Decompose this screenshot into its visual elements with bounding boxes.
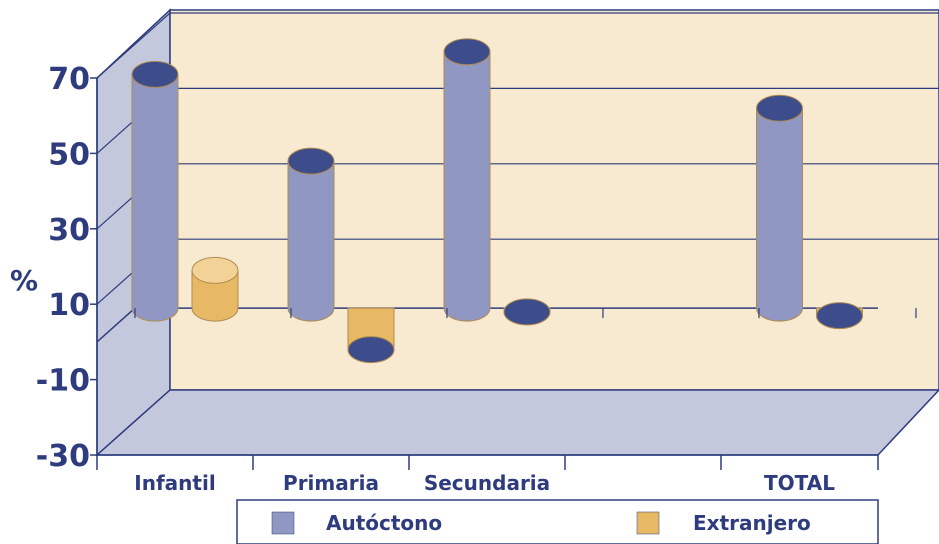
legend-swatch-autoctono: [271, 511, 295, 535]
y-tick-labels: 70 50 30 10 -10 -30: [36, 62, 90, 474]
bar-extranjero-primaria-cap: [347, 336, 395, 364]
bar-extranjero-secundaria-cap: [503, 298, 551, 326]
bar-extranjero-secundaria: [503, 298, 551, 326]
category-labels: Infantil Primaria Secundaria TOTAL: [134, 471, 835, 495]
bar-autoctono-secundaria-cap: [443, 38, 491, 66]
bar-extranjero-total: [816, 302, 863, 330]
legend-swatch-extranjero: [636, 511, 660, 535]
category-label: Secundaria: [424, 471, 550, 495]
chart-frame: [95, 8, 939, 457]
legend-label-autoctono: Autóctono: [326, 511, 442, 535]
bar-autoctono-infantil-body: [131, 73, 179, 322]
bar-autoctono-total: [756, 94, 803, 322]
legend-label-extranjero: Extranjero: [693, 511, 811, 535]
bar-autoctono-primaria-body: [287, 160, 335, 322]
gridline-side: [96, 12, 171, 79]
bar-autoctono-infantil-cap: [131, 60, 179, 88]
y-axis-label: %: [10, 264, 38, 297]
bar-autoctono-infantil: [131, 60, 179, 322]
category-label: TOTAL: [764, 471, 835, 495]
bar-extranjero-total-cap: [816, 302, 863, 330]
y-tick-label: 70: [48, 62, 90, 97]
category-label: Infantil: [134, 471, 215, 495]
axes: [90, 77, 917, 470]
bar-autoctono-secundaria-body: [443, 51, 491, 322]
bar-extranjero-infantil: [191, 256, 239, 322]
back-wall: [169, 9, 939, 391]
bar-autoctono-primaria-cap: [287, 147, 335, 175]
y-tick-label: 50: [48, 137, 90, 172]
bar-extranjero-infantil-body: [191, 269, 239, 322]
bar-autoctono-secundaria: [443, 38, 491, 322]
y-tick-label: 10: [48, 288, 90, 323]
bar-autoctono-primaria: [287, 147, 335, 322]
y-tick-label: 30: [48, 213, 90, 248]
legend: Autóctono Extranjero: [236, 499, 879, 544]
bar-extranjero-primaria: [347, 307, 395, 364]
y-tick-label: -10: [36, 364, 90, 399]
category-label: Primaria: [283, 471, 379, 495]
legend-box: [236, 499, 879, 544]
bar-autoctono-total-body: [756, 107, 803, 322]
floor: [95, 389, 939, 456]
bar-autoctono-total-cap: [756, 94, 803, 122]
bar-extranjero-infantil-cap: [191, 256, 239, 284]
zero-line-side: [96, 307, 136, 343]
bars: [131, 38, 863, 364]
y-tick-label: -30: [36, 439, 90, 474]
